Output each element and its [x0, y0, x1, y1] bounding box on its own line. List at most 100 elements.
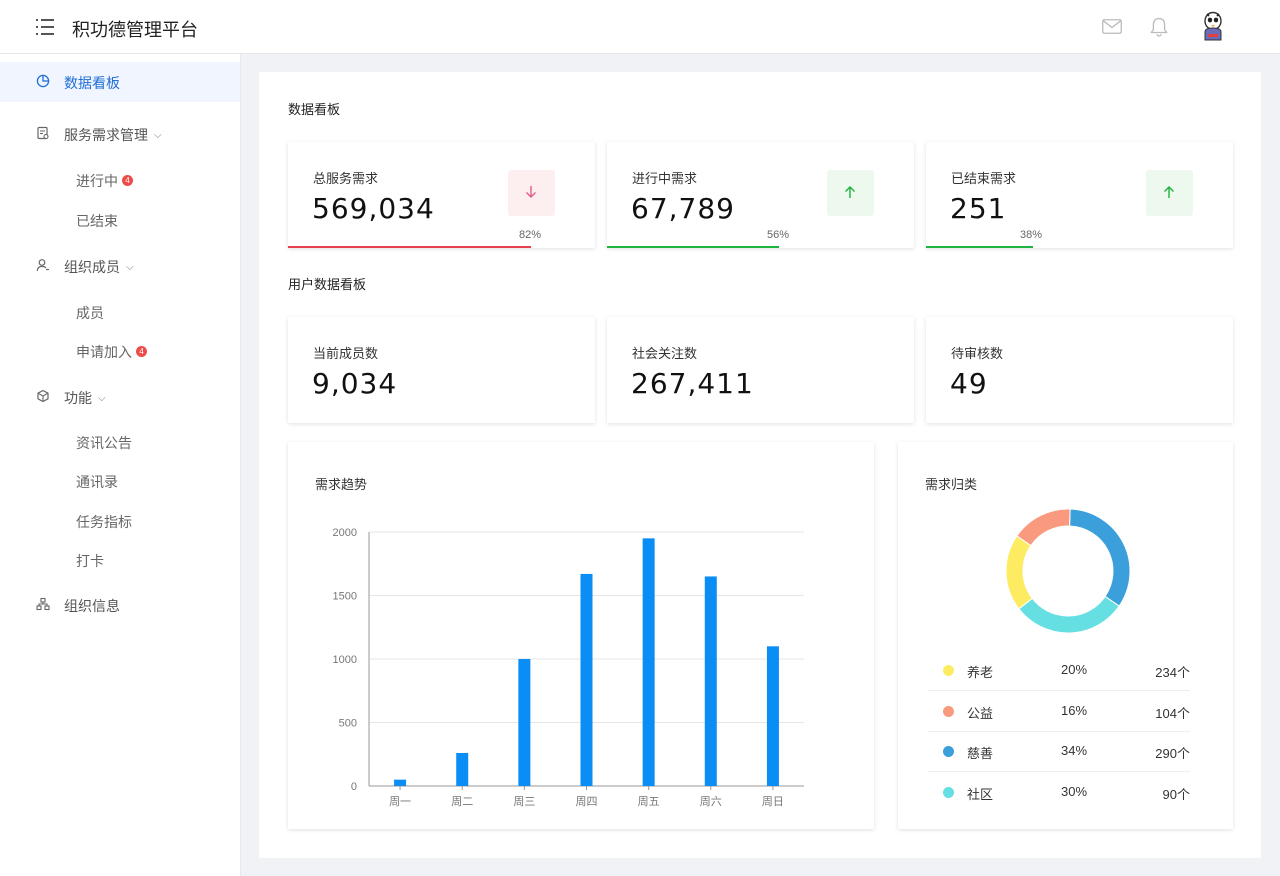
- main-panel: 数据看板 总服务需求 569,034 82% 进行中需求 67,789 56% …: [259, 72, 1261, 858]
- sidebar-item-label: 资讯公告: [76, 435, 132, 451]
- stat-percent: 82%: [519, 229, 542, 241]
- donut-slice[interactable]: [1005, 535, 1034, 610]
- legend-swatch: [943, 705, 954, 717]
- bar[interactable]: [518, 659, 531, 786]
- document-icon: [37, 126, 49, 140]
- sidebar-item-dashboard[interactable]: 数据看板: [0, 62, 240, 102]
- sidebar-item-org-members[interactable]: 组织成员 ⌵: [0, 246, 240, 286]
- sidebar-item-org-info[interactable]: 组织信息: [0, 585, 240, 625]
- stat-percent: 56%: [767, 229, 790, 241]
- donut-slice[interactable]: [1018, 595, 1120, 634]
- chevron-down-icon: ⌵: [98, 393, 106, 404]
- count-badge: 4: [136, 346, 147, 357]
- donut-slice[interactable]: [1016, 508, 1071, 547]
- trend-chart-card: 需求趋势 0 500 1000 1500 2000 周一 周二 周三 周四 周五 周六 周日: [288, 442, 874, 829]
- legend-count: 90个: [1162, 786, 1190, 802]
- top-header: 积功德管理平台: [0, 0, 1280, 54]
- arrow-down-icon: [526, 186, 536, 198]
- bar[interactable]: [642, 538, 655, 786]
- legend-row[interactable]: 社区 30% 90个: [928, 773, 1190, 813]
- sidebar-item-label: 数据看板: [64, 75, 120, 91]
- trend-up-box: [1146, 170, 1193, 216]
- sidebar-item-finished[interactable]: 已结束: [0, 202, 240, 238]
- sidebar-item-label: 申请加入: [76, 344, 132, 360]
- menu-icon[interactable]: [36, 18, 56, 36]
- category-chart-card: 需求归类 养老 20% 234个 公益 16% 104个 慈善 34% 290个 社区 30% 90个: [898, 442, 1233, 829]
- legend-row[interactable]: 养老 20% 234个: [928, 651, 1190, 691]
- sidebar-item-contacts[interactable]: 通讯录: [0, 463, 240, 499]
- stat-percent: 38%: [1020, 229, 1043, 241]
- legend-name: 社区: [967, 786, 994, 802]
- stat-label: 社会关注数: [632, 346, 698, 361]
- mail-icon[interactable]: [1102, 19, 1122, 34]
- x-tick-label: 周四: [576, 795, 598, 808]
- legend-row[interactable]: 公益 16% 104个: [928, 692, 1190, 732]
- bar[interactable]: [456, 752, 469, 786]
- legend-percent: 20%: [1061, 662, 1088, 677]
- bell-icon[interactable]: [1150, 17, 1168, 37]
- sidebar-item-in-progress[interactable]: 进行中 4: [0, 162, 240, 198]
- cube-icon: [37, 389, 49, 403]
- legend-count: 234个: [1155, 665, 1190, 680]
- sidebar-item-members[interactable]: 成员: [0, 294, 240, 330]
- legend-percent: 30%: [1061, 783, 1088, 799]
- sidebar-item-label: 成员: [76, 305, 104, 321]
- bar-chart: 0 500 1000 1500 2000 周一 周二 周三 周四 周五 周六 周日: [333, 527, 804, 808]
- y-tick-label: 1000: [333, 654, 357, 666]
- user-stat-card-members[interactable]: 当前成员数 9,034: [288, 317, 595, 423]
- bar[interactable]: [580, 573, 593, 786]
- bar[interactable]: [704, 576, 717, 786]
- arrow-up-icon: [1164, 186, 1174, 198]
- stat-value: 9,034: [312, 367, 398, 400]
- stat-card-finished[interactable]: 已结束需求 251 38%: [926, 142, 1233, 248]
- stat-card-in-progress[interactable]: 进行中需求 67,789 56%: [607, 142, 914, 248]
- legend-name: 慈善: [967, 746, 994, 761]
- legend-swatch: [943, 665, 954, 676]
- stat-label: 已结束需求: [951, 171, 1017, 186]
- donut-slice[interactable]: [1069, 508, 1131, 607]
- sidebar-item-tasks[interactable]: 任务指标: [0, 503, 240, 539]
- user-stat-card-followers[interactable]: 社会关注数 267,411: [607, 317, 914, 423]
- sidebar-item-label: 已结束: [76, 213, 118, 229]
- legend-swatch: [943, 786, 954, 798]
- legend-swatch: [943, 746, 954, 757]
- section-title: 数据看板: [288, 102, 341, 117]
- count-badge: 4: [122, 175, 133, 186]
- legend-row[interactable]: 慈善 34% 290个: [928, 732, 1190, 772]
- legend-name: 养老: [967, 665, 994, 680]
- legend-percent: 34%: [1061, 743, 1088, 758]
- stat-card-total[interactable]: 总服务需求 569,034 82%: [288, 142, 595, 248]
- legend-count: 104个: [1155, 705, 1190, 721]
- app-title: 积功德管理平台: [72, 20, 198, 40]
- progress-bar: [288, 246, 531, 248]
- sidebar-item-service[interactable]: 服务需求管理 ⌵: [0, 114, 240, 154]
- x-tick-label: 周六: [700, 795, 722, 808]
- user-stat-card-pending[interactable]: 待审核数 49: [926, 317, 1233, 423]
- bar[interactable]: [766, 646, 779, 786]
- sidebar-item-news[interactable]: 资讯公告: [0, 424, 240, 460]
- org-chart-icon: [36, 597, 50, 611]
- sidebar-item-label: 打卡: [76, 553, 104, 569]
- stat-label: 待审核数: [951, 346, 1004, 361]
- y-tick-label: 2000: [333, 527, 357, 539]
- sidebar-item-checkin[interactable]: 打卡: [0, 542, 240, 578]
- arrow-up-icon: [845, 186, 855, 198]
- legend-percent: 16%: [1061, 702, 1088, 718]
- progress-bar: [607, 246, 779, 248]
- x-tick-label: 周二: [451, 795, 473, 808]
- sidebar-item-label: 组织成员: [64, 259, 120, 275]
- y-tick-label: 1500: [333, 591, 357, 603]
- legend-name: 公益: [967, 705, 994, 721]
- sidebar-item-apply-join[interactable]: 申请加入 4: [0, 333, 240, 369]
- pie-chart-icon: [36, 74, 50, 88]
- sidebar-item-label: 服务需求管理: [64, 127, 148, 143]
- avatar[interactable]: [1198, 11, 1228, 43]
- stat-label: 总服务需求: [313, 171, 379, 186]
- x-tick-label: 周五: [638, 795, 660, 808]
- sidebar-item-functions[interactable]: 功能 ⌵: [0, 377, 240, 417]
- donut-chart: [1005, 508, 1131, 634]
- x-tick-label: 周一: [389, 795, 411, 808]
- bar[interactable]: [394, 779, 407, 786]
- chevron-down-icon: ⌵: [126, 262, 134, 273]
- chevron-down-icon: ⌵: [154, 130, 162, 141]
